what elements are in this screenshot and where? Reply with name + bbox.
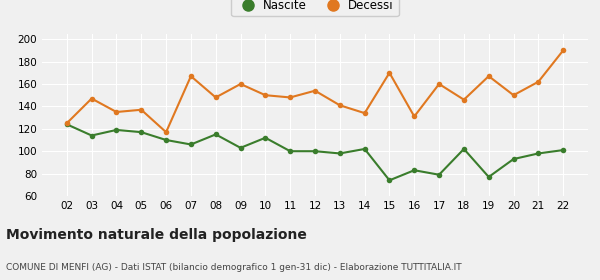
Text: COMUNE DI MENFI (AG) - Dati ISTAT (bilancio demografico 1 gen-31 dic) - Elaboraz: COMUNE DI MENFI (AG) - Dati ISTAT (bilan… (6, 263, 461, 272)
Legend: Nascite, Decessi: Nascite, Decessi (231, 0, 399, 17)
Text: Movimento naturale della popolazione: Movimento naturale della popolazione (6, 228, 307, 242)
